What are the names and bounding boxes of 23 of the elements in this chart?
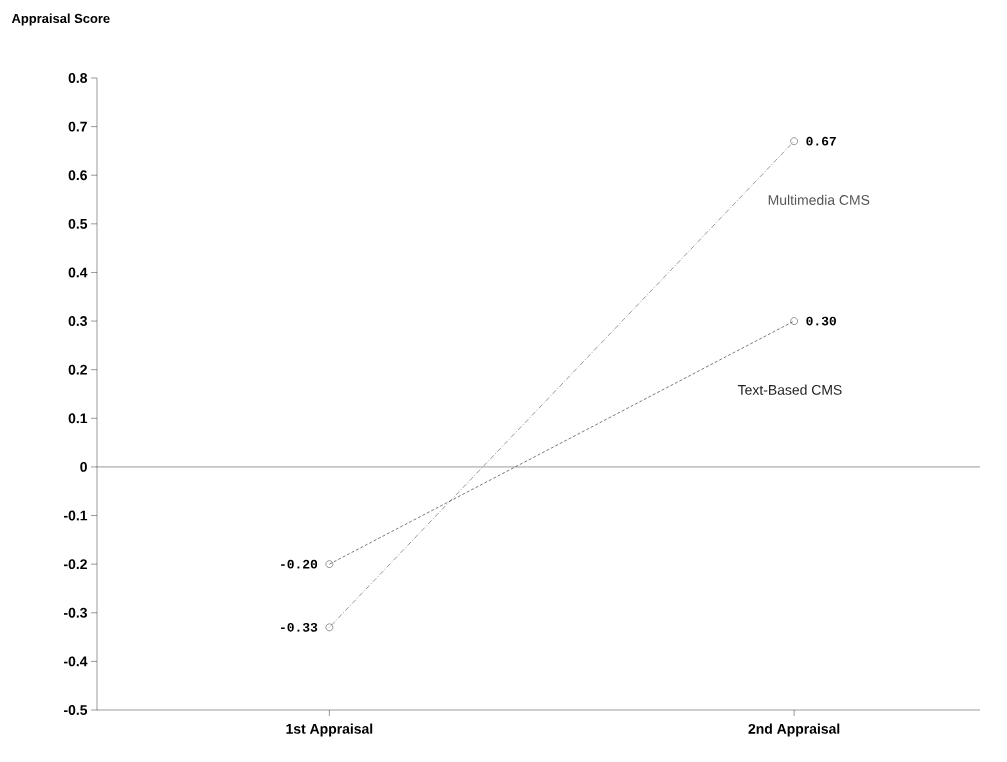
data-label: -0.20	[281, 559, 318, 569]
x-tick-label: 2nd Appraisal	[748, 723, 840, 737]
y-tick-label: 0.5	[68, 218, 88, 229]
y-tick-label: 0.8	[68, 73, 88, 83]
y-tick-label: 0.3	[68, 316, 87, 327]
y-tick-label: -0.1	[63, 510, 88, 521]
y-tick-label: 0.4	[68, 267, 88, 278]
y-tick-label: -0.4	[63, 656, 88, 667]
y-tick-label: 0	[80, 461, 87, 472]
y-axis-title: Appraisal Score	[11, 13, 110, 26]
series-label: Multimedia CMS	[768, 194, 870, 205]
x-tick-label: 1st Appraisal	[286, 723, 373, 737]
data-label: 0.30	[806, 316, 836, 326]
y-tick-label: -0.3	[63, 607, 87, 618]
y-tick-label: 0.1	[68, 413, 88, 424]
y-tick-label: -0.2	[63, 559, 87, 570]
y-tick-label: 0.6	[68, 170, 87, 181]
y-tick-label: 0.7	[68, 121, 87, 132]
data-label: 0.67	[806, 136, 836, 146]
text: Text-Based CMS	[737, 384, 842, 395]
y-tick-label: -0.5	[63, 705, 88, 715]
data-label: -0.33	[281, 622, 318, 632]
y-tick-label: 0.2	[68, 364, 87, 375]
